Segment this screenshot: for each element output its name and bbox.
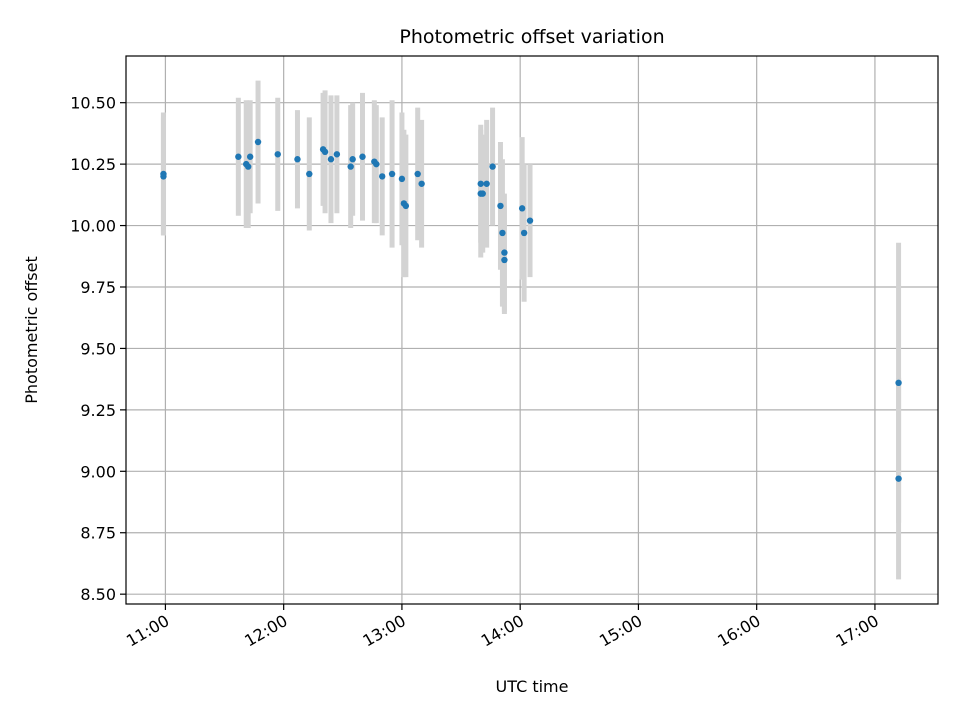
y-axis: 8.50 8.75 9.00 9.25 9.50 9.75 10.00 10.25 10.50 (70, 94, 126, 604)
data-point (160, 173, 167, 180)
y-tick-label: 9.75 (80, 278, 116, 297)
data-point (501, 256, 508, 264)
data-point (526, 217, 534, 224)
data-point (294, 156, 301, 163)
data-point (483, 180, 490, 187)
plot-area (126, 56, 938, 604)
data-point (489, 163, 496, 170)
data-point (895, 475, 902, 482)
data-point (333, 151, 341, 158)
data-point (327, 156, 335, 163)
data-point (520, 229, 528, 237)
y-tick-label: 8.50 (80, 585, 116, 604)
data-point (274, 151, 281, 158)
data-point (347, 163, 354, 170)
y-tick-label: 10.00 (70, 217, 116, 236)
x-axis-label: UTC time (496, 677, 569, 696)
data-point (414, 170, 421, 178)
data-point (418, 180, 425, 187)
data-point (359, 153, 366, 160)
data-point (306, 170, 313, 178)
y-tick-label: 9.00 (80, 462, 116, 481)
grid (126, 56, 938, 604)
data-point (321, 148, 329, 156)
data-point (235, 153, 242, 160)
data-point (895, 379, 902, 387)
data-point (518, 205, 526, 212)
data-point (254, 138, 262, 146)
data-point (379, 173, 386, 180)
data-point (497, 202, 504, 210)
y-tick-label: 8.75 (80, 524, 116, 543)
y-tick-label: 10.25 (70, 155, 116, 174)
y-tick-label: 10.50 (70, 94, 116, 113)
data-point (398, 175, 406, 183)
data-point (244, 163, 252, 170)
data-points (160, 138, 902, 482)
data-point (402, 202, 410, 210)
y-tick-label: 9.50 (80, 339, 116, 358)
data-point (388, 170, 396, 178)
plot-frame (125, 55, 939, 605)
y-axis-label: Photometric offset (22, 256, 41, 404)
data-point (246, 153, 254, 160)
data-point (501, 249, 508, 256)
data-point (477, 180, 484, 187)
data-point (349, 156, 356, 163)
y-tick-label: 9.25 (80, 401, 116, 420)
data-point (499, 229, 506, 237)
chart-title: Photometric offset variation (399, 26, 664, 48)
data-point (373, 160, 380, 168)
data-point (479, 190, 486, 197)
